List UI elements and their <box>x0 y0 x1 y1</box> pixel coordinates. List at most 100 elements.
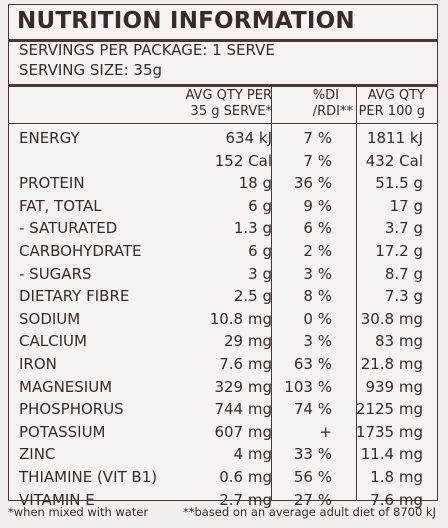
header-di-line2: /RDI** <box>312 104 353 119</box>
qty-per-serve: 4 mg <box>233 445 272 464</box>
qty-per-serve: 2.5 g <box>233 287 272 306</box>
daily-intake-percent: 33 % <box>293 445 332 464</box>
qty-per-serve: 18 g <box>238 174 272 193</box>
daily-intake-percent: 7 % <box>303 151 332 170</box>
nutrient-name: - SATURATED <box>19 219 118 238</box>
nutrient-row: MAGNESIUM 329 mg 103 % 939 mg <box>9 376 437 398</box>
daily-intake-percent: 63 % <box>293 355 332 373</box>
qty-per-100g: 1.8 mg <box>370 468 423 486</box>
nutrient-name: SODIUM <box>19 309 81 328</box>
qty-per-serve: 634 kJ <box>225 129 272 147</box>
nutrient-row: SODIUM 10.8 mg 0 % 30.8 mg <box>9 308 437 330</box>
daily-intake-percent: 0 % <box>303 309 332 328</box>
qty-per-100g: 21.8 mg <box>360 355 423 373</box>
daily-intake-percent: 6 % <box>303 219 332 238</box>
nutrient-name: PROTEIN <box>19 174 85 193</box>
qty-per-serve: 2.7 mg <box>219 490 272 509</box>
header-di-line1: %DI <box>312 88 339 103</box>
footnote-rdi: **based on an average adult diet of 8700… <box>182 505 436 519</box>
nutrient-row: VITAMIN E 2.7 mg 27 % 7.6 mg <box>9 489 437 511</box>
daily-intake-percent: 8 % <box>303 287 332 306</box>
nutrient-name: - SUGARS <box>19 264 92 283</box>
nutrition-panel: NUTRITION INFORMATION SERVINGS PER PACKA… <box>8 4 438 509</box>
daily-intake-percent: 36 % <box>293 174 332 193</box>
serving-divider <box>9 84 437 87</box>
daily-intake-percent: 27 % <box>293 490 332 509</box>
qty-per-100g: 17 g <box>389 196 423 215</box>
title-divider <box>9 39 437 42</box>
nutrient-row: IRON 7.6 mg 63 % 21.8 mg <box>9 353 437 375</box>
nutrient-row: POTASSIUM 607 mg +1735 mg <box>9 421 437 443</box>
nutrient-name: ENERGY <box>19 129 80 147</box>
nutrient-name: ZINC <box>19 445 56 464</box>
nutrient-row: FAT, TOTAL 6 g 9 % 17 g <box>9 195 437 217</box>
qty-per-100g: 17.2 g <box>375 242 423 260</box>
daily-intake-percent: 9 % <box>303 196 332 215</box>
qty-per-100g: 30.8 mg <box>360 309 423 328</box>
qty-per-100g: 7.3 g <box>384 287 423 306</box>
nutrient-name: CARBOHYDRATE <box>19 242 142 260</box>
qty-per-100g: 83 mg <box>375 332 423 351</box>
daily-intake-percent: 56 % <box>293 468 332 486</box>
qty-per-serve: 3 g <box>248 264 272 283</box>
daily-intake-percent: 74 % <box>293 400 332 419</box>
qty-per-serve: 329 mg <box>214 377 272 396</box>
nutrient-name: POTASSIUM <box>19 422 106 441</box>
nutrient-row: - SUGARS 3 g 3 % 8.7 g <box>9 263 437 285</box>
qty-per-serve: 607 mg <box>214 422 272 441</box>
nutrient-row: ZINC 4 mg 33 % 11.4 mg <box>9 443 437 465</box>
nutrient-name: DIETARY FIBRE <box>19 287 130 306</box>
daily-intake-percent: 3 % <box>303 332 332 351</box>
nutrient-name: FAT, TOTAL <box>19 196 102 215</box>
header-per-serve-line2: 35 g SERVE* <box>190 104 272 119</box>
qty-per-100g: 1735 mg <box>355 422 423 441</box>
daily-intake-percent: 3 % <box>303 264 332 283</box>
nutrient-row: THIAMINE (VIT B1) 0.6 mg 56 % 1.8 mg <box>9 466 437 488</box>
nutrient-name: IRON <box>19 355 57 373</box>
qty-per-100g: 8.7 g <box>384 264 423 283</box>
nutrient-row: DIETARY FIBRE 2.5 g 8 % 7.3 g <box>9 285 437 307</box>
nutrient-row: ENERGY 634 kJ 7 % 1811 kJ <box>9 127 437 149</box>
header-divider <box>9 123 437 124</box>
qty-per-100g: 2125 mg <box>355 400 423 419</box>
daily-intake-percent: 103 % <box>284 377 332 396</box>
servings-per-package: SERVINGS PER PACKAGE: 1 SERVE <box>19 41 275 59</box>
qty-per-100g: 7.6 mg <box>370 490 423 509</box>
column-divider <box>271 86 272 500</box>
nutrient-name: PHOSPHORUS <box>19 400 124 419</box>
qty-per-serve: 6 g <box>248 196 272 215</box>
qty-per-serve: 7.6 mg <box>219 355 272 373</box>
nutrient-name: THIAMINE (VIT B1) <box>19 468 158 486</box>
column-divider <box>356 86 357 500</box>
header-per-serve-line1: AVG QTY PER <box>185 88 273 103</box>
nutrient-row: PHOSPHORUS 744 mg 74 % 2125 mg <box>9 398 437 420</box>
header-per-100g-line1: AVG QTY <box>367 88 425 103</box>
nutrient-row: 152 Cal 7 % 432 Cal <box>9 150 437 172</box>
nutrient-name: CALCIUM <box>19 332 87 351</box>
header-di: %DI /RDI** <box>313 88 353 120</box>
daily-intake-percent: + <box>319 422 332 441</box>
qty-per-serve: 10.8 mg <box>209 309 272 328</box>
qty-per-serve: 744 mg <box>214 400 272 419</box>
nutrient-row: CALCIUM 29 mg 3 % 83 mg <box>9 330 437 352</box>
daily-intake-percent: 7 % <box>303 129 332 147</box>
serving-size: SERVING SIZE: 35g <box>19 61 163 79</box>
qty-per-100g: 1811 kJ <box>366 129 423 147</box>
qty-per-100g: 11.4 mg <box>360 445 423 464</box>
daily-intake-percent: 2 % <box>303 242 332 260</box>
qty-per-serve: 0.6 mg <box>219 468 272 486</box>
qty-per-serve: 29 mg <box>224 332 272 351</box>
header-per-100g-line2: PER 100 g <box>358 104 425 119</box>
qty-per-100g: 51.5 g <box>375 174 423 193</box>
nutrient-name: MAGNESIUM <box>19 377 113 396</box>
nutrient-row: CARBOHYDRATE 6 g 2 % 17.2 g <box>9 240 437 262</box>
qty-per-serve: 152 Cal <box>214 151 272 170</box>
nutrient-row: - SATURATED 1.3 g 6 % 3.7 g <box>9 217 437 239</box>
qty-per-100g: 3.7 g <box>384 219 423 238</box>
footnote-serve: *when mixed with water <box>8 505 149 519</box>
nutrient-row: PROTEIN 18 g 36 % 51.5 g <box>9 172 437 194</box>
nutrient-name: VITAMIN E <box>19 490 95 509</box>
panel-title: NUTRITION INFORMATION <box>17 8 355 34</box>
qty-per-100g: 432 Cal <box>365 151 423 170</box>
qty-per-serve: 1.3 g <box>233 219 272 238</box>
